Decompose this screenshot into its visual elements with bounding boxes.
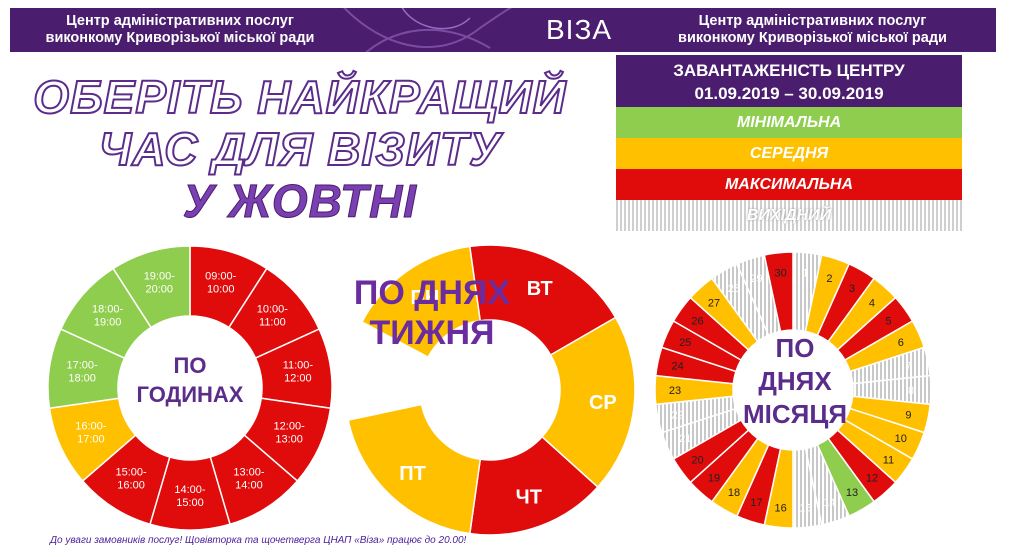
month-day-label: 6	[898, 337, 904, 349]
banner-right-text: Центр адміністративних послуг виконкому …	[640, 13, 985, 47]
month-day-label: 18	[728, 487, 740, 499]
hour-label: 09:00-10:00	[205, 270, 237, 295]
month-day-label: 4	[869, 297, 875, 309]
banner-left-line2: виконкому Криворізької міської ради	[45, 30, 315, 46]
headline-line1: ОБЕРІТЬ НАЙКРАЩИЙ	[32, 71, 567, 123]
legend-period: 01.09.2019 – 30.09.2019	[694, 84, 884, 103]
weekday-label: СР	[589, 392, 617, 414]
month-center-line1: ПО	[776, 333, 815, 363]
month-day-label: 29	[750, 273, 762, 285]
hour-label: 19:00-20:00	[144, 270, 176, 295]
month-day-label: 14	[823, 497, 835, 509]
weekday-segment	[468, 435, 599, 536]
month-day-label: 3	[849, 283, 855, 295]
month-day-label: 16	[775, 502, 787, 514]
month-day-label: 26	[691, 316, 703, 328]
weekday-label: ЧТ	[516, 487, 542, 509]
hour-label: 16:00-17:00	[75, 420, 107, 445]
month-day-label: 1	[802, 268, 808, 280]
month-day-label: 8	[908, 385, 914, 397]
banner-right-line1: Центр адміністративних послуг	[698, 13, 927, 29]
month-day-label: 11	[883, 454, 894, 466]
weekday-segment	[540, 316, 636, 489]
month-day-label: 23	[669, 385, 681, 397]
hour-label: 15:00-16:00	[115, 467, 147, 492]
week-title-line1: ПО ДНЯХ	[354, 274, 511, 312]
weekday-label: ПН	[410, 287, 439, 309]
month-donut: 1 234567891011121314151617181920212223242…	[654, 251, 932, 529]
month-day-label: 30	[775, 268, 787, 280]
headline-line2: ЧАС ДЛЯ ВІЗИТУ	[98, 123, 502, 175]
month-day-label: 15	[799, 502, 811, 514]
hour-label: 12:00-13:00	[274, 420, 306, 445]
month-day-label: 7	[905, 360, 911, 372]
hour-label: 18:00-19:00	[92, 304, 124, 329]
weekday-segment	[347, 403, 482, 535]
legend-item-minimal: МІНІМАЛЬНА	[616, 107, 962, 138]
legend-item-maximal: МАКСИМАЛЬНА	[616, 169, 962, 200]
month-day-label: 9	[905, 410, 911, 422]
hour-label: 11:00-12:00	[283, 359, 314, 384]
banner-left-text: Центр адміністративних послуг виконкому …	[20, 13, 340, 47]
hour-label: 14:00-15:00	[174, 484, 206, 509]
week-title-line2: ТИЖНЯ	[370, 314, 495, 352]
month-day-label: 20	[691, 454, 703, 466]
month-day-label: 13	[846, 487, 858, 499]
legend-title-line1: ЗАВАНТАЖЕНІСТЬ ЦЕНТРУ	[673, 61, 905, 80]
month-center-line2: ДНЯХ	[758, 366, 832, 396]
month-day-label: 25	[679, 337, 691, 349]
hours-donut: 09:00-10:00 10:00-11:00 11:00-12:00 12:00-1…	[47, 245, 333, 531]
hour-label: 13:00-14:00	[233, 467, 265, 492]
month-day-label: 2	[826, 273, 832, 285]
banner-decoration	[343, 8, 513, 52]
weekday-label: ПТ	[399, 463, 426, 485]
hour-label: 10:00-11:00	[257, 304, 289, 329]
legend-title: ЗАВАНТАЖЕНІСТЬ ЦЕНТРУ 01.09.2019 – 30.09…	[616, 55, 962, 107]
weekday-segment	[468, 244, 617, 357]
footer-notice: До уваги замовників послуг! Щовівторка т…	[50, 535, 467, 546]
month-day-label: 21	[679, 433, 691, 445]
viza-logo: ВІЗА	[546, 14, 613, 45]
load-legend: ЗАВАНТАЖЕНІСТЬ ЦЕНТРУ 01.09.2019 – 30.09…	[616, 55, 962, 231]
month-day-label: 19	[708, 473, 720, 485]
banner-right-line2: виконкому Криворізької міської ради	[678, 30, 947, 46]
month-day-label: 10	[895, 433, 907, 445]
weekday-label: ВТ	[527, 278, 553, 300]
month-day-label: 12	[866, 473, 878, 485]
month-center-line3: МІСЯЦЯ	[743, 399, 847, 429]
header-banner: Центр адміністративних послуг виконкому …	[10, 8, 996, 52]
week-half-donut: ПН ВТ СР ЧТ ПТ	[347, 244, 636, 536]
month-day-label: 22	[671, 410, 683, 422]
headline-line3: У ЖОВТНІ	[182, 175, 418, 227]
month-day-segment	[763, 251, 794, 333]
month-day-label: 27	[708, 297, 720, 309]
hours-center-line2: ГОДИНАХ	[137, 382, 244, 407]
legend-item-medium: СЕРЕДНЯ	[616, 138, 962, 169]
hour-label: 17:00-18:00	[67, 359, 99, 384]
hour-segment	[112, 245, 191, 329]
month-day-label: 28	[728, 283, 740, 295]
month-day-label: 5	[885, 316, 891, 328]
hours-center-line1: ПО	[174, 353, 207, 378]
legend-item-day-off: ВИХІДНИЙ	[616, 200, 962, 231]
month-day-label: 24	[671, 360, 683, 372]
banner-left-line1: Центр адміністративних послуг	[66, 13, 294, 29]
month-day-label: 17	[750, 497, 762, 509]
